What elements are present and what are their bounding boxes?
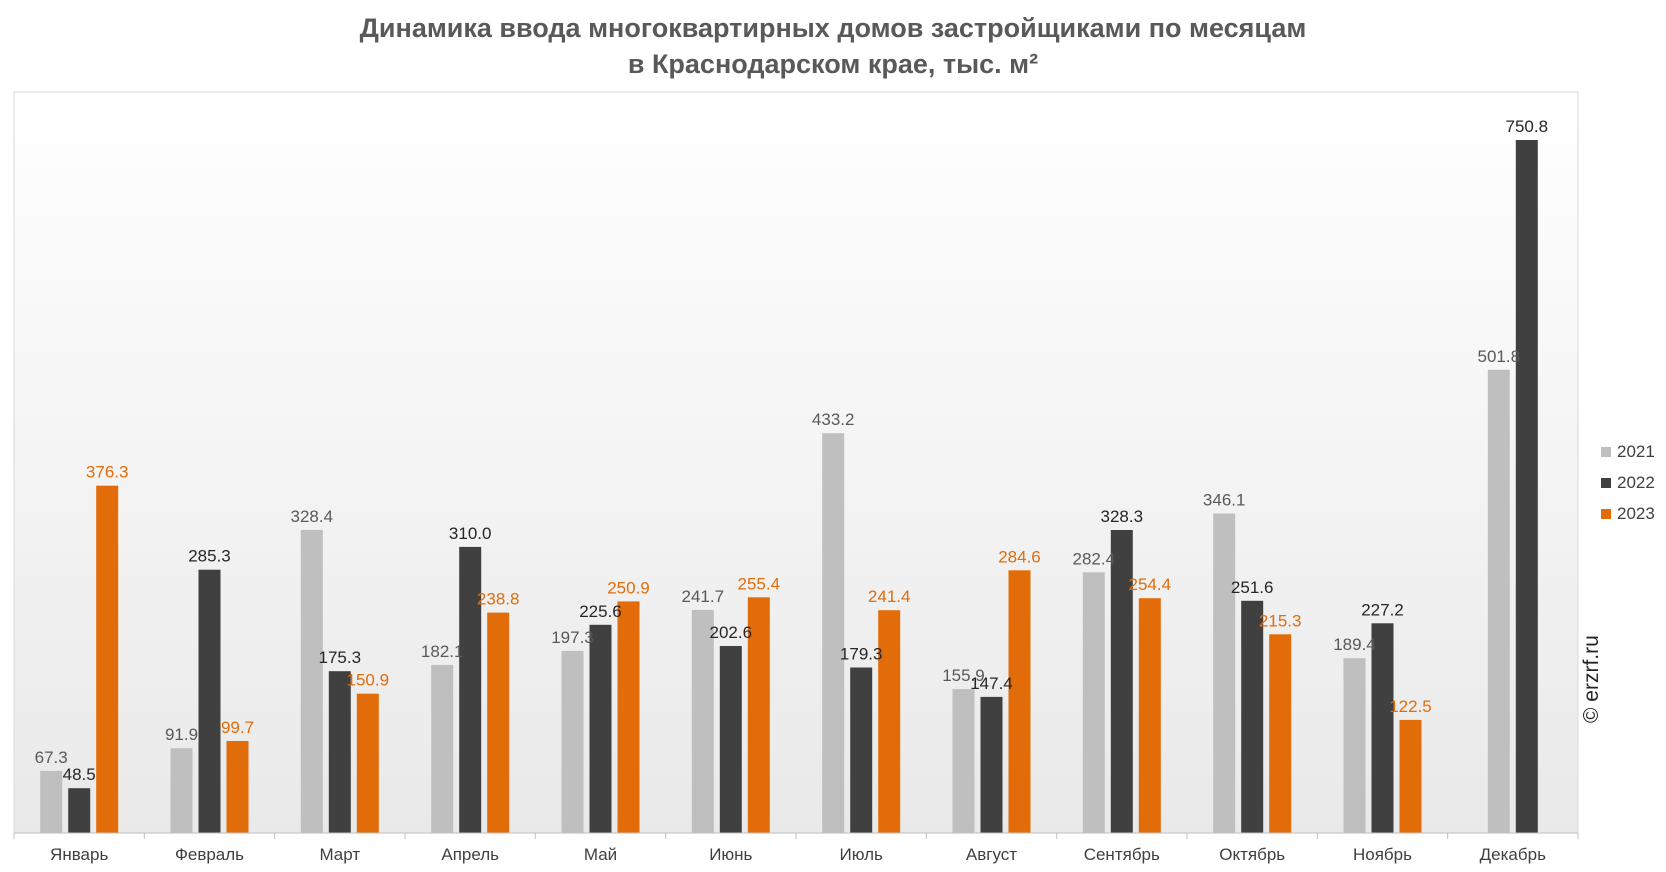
legend-label-2021: 2021 xyxy=(1617,441,1655,461)
bar-2021 xyxy=(300,529,323,833)
bar-2023 xyxy=(1269,634,1292,833)
data-label-2021: 91.9 xyxy=(165,725,198,744)
data-label-2021: 155.9 xyxy=(942,666,985,685)
chart-title: Динамика ввода многоквартирных домов зас… xyxy=(0,10,1666,82)
bar-2021 xyxy=(1343,658,1366,833)
x-tick-label: Декабрь xyxy=(1480,845,1546,864)
bar-2023 xyxy=(878,610,901,833)
legend-item-2023: 2023 xyxy=(1601,498,1655,529)
plot-area xyxy=(13,91,1579,834)
bar-2021 xyxy=(952,689,975,833)
data-label-2021: 501.8 xyxy=(1478,347,1521,366)
legend-label-2022: 2022 xyxy=(1617,472,1655,492)
data-label-2023: 241.4 xyxy=(868,587,911,606)
legend-swatch-2023 xyxy=(1601,508,1611,519)
data-label-2023: 215.3 xyxy=(1259,611,1302,630)
data-label-2022: 225.6 xyxy=(579,602,622,621)
data-label-2021: 197.3 xyxy=(551,628,594,647)
bar-2021 xyxy=(691,609,714,833)
bar-2022 xyxy=(68,788,91,833)
data-label-2021: 328.4 xyxy=(291,507,334,526)
legend-item-2022: 2022 xyxy=(1601,467,1655,498)
x-tick-label: Май xyxy=(584,845,617,864)
bar-2021 xyxy=(1213,513,1236,833)
data-label-2022: 175.3 xyxy=(319,648,362,667)
data-label-2022: 750.8 xyxy=(1506,117,1549,136)
data-label-2022: 310.0 xyxy=(449,524,492,543)
bar-2023 xyxy=(226,741,249,833)
data-label-2023: 254.4 xyxy=(1129,575,1172,594)
data-label-2021: 182.1 xyxy=(421,642,464,661)
bar-2021 xyxy=(170,748,193,833)
data-label-2023: 99.7 xyxy=(221,718,254,737)
watermark: © erzrf.ru xyxy=(1580,635,1603,723)
data-label-2023: 250.9 xyxy=(607,578,650,597)
data-label-2021: 346.1 xyxy=(1203,491,1246,510)
chart-title-line-2: в Краснодарском крае, тыс. м² xyxy=(627,49,1039,79)
bar-2023 xyxy=(1399,719,1422,833)
bar-2023 xyxy=(1138,598,1161,833)
data-label-2023: 238.8 xyxy=(477,590,520,609)
x-tick-label: Июль xyxy=(840,845,884,864)
data-label-2023: 255.4 xyxy=(738,574,781,593)
bar-2023 xyxy=(487,612,510,833)
bar-2022 xyxy=(980,696,1003,833)
bar-2023 xyxy=(356,693,379,833)
bar-2022 xyxy=(589,624,612,833)
bar-2022 xyxy=(1515,140,1538,833)
x-tick-label: Август xyxy=(966,845,1017,864)
x-tick-label: Апрель xyxy=(441,845,499,864)
bar-2023 xyxy=(1008,570,1031,833)
x-tick-label: Март xyxy=(319,845,360,864)
data-label-2023: 122.5 xyxy=(1389,697,1432,716)
bar-2022 xyxy=(1241,600,1264,833)
bar-2021 xyxy=(1487,369,1510,833)
data-label-2023: 284.6 xyxy=(998,547,1041,566)
x-tick-label: Октябрь xyxy=(1219,845,1285,864)
bar-2022 xyxy=(850,667,873,833)
legend-item-2021: 2021 xyxy=(1601,436,1655,467)
data-label-2023: 376.3 xyxy=(86,463,129,482)
bar-2023 xyxy=(96,485,119,833)
x-tick-label: Июнь xyxy=(709,845,752,864)
bar-2022 xyxy=(328,671,351,833)
data-label-2021: 189.4 xyxy=(1333,635,1376,654)
legend-swatch-2022 xyxy=(1601,477,1611,488)
bar-2021 xyxy=(561,650,584,833)
data-label-2022: 179.3 xyxy=(840,645,883,664)
legend-label-2023: 2023 xyxy=(1617,503,1655,523)
bar-2021 xyxy=(40,770,63,833)
data-label-2021: 241.7 xyxy=(682,587,725,606)
data-label-2022: 48.5 xyxy=(63,765,96,784)
data-label-2022: 328.3 xyxy=(1101,507,1144,526)
data-label-2021: 433.2 xyxy=(812,410,855,429)
data-label-2023: 150.9 xyxy=(347,671,390,690)
legend: 2021 2022 2023 xyxy=(1601,436,1655,529)
x-tick-label: Ноябрь xyxy=(1353,845,1412,864)
x-tick-label: Февраль xyxy=(175,845,244,864)
bar-2022 xyxy=(198,569,221,833)
data-label-2022: 202.6 xyxy=(710,623,753,642)
x-tick-label: Январь xyxy=(50,845,108,864)
bar-2022 xyxy=(459,546,482,833)
data-label-2022: 251.6 xyxy=(1231,578,1274,597)
x-tick-label: Сентябрь xyxy=(1084,845,1160,864)
bar-2023 xyxy=(617,601,640,833)
data-label-2021: 282.4 xyxy=(1073,549,1116,568)
data-label-2022: 285.3 xyxy=(188,547,231,566)
bar-2021 xyxy=(431,664,454,833)
data-label-2022: 147.4 xyxy=(970,674,1013,693)
chart-title-line-1: Динамика ввода многоквартирных домов зас… xyxy=(359,13,1307,43)
bar-2022 xyxy=(719,646,742,833)
bar-2021 xyxy=(1082,572,1105,833)
data-label-2021: 67.3 xyxy=(35,748,68,767)
bar-2021 xyxy=(822,433,845,833)
bar-2022 xyxy=(1110,530,1133,833)
bar-2023 xyxy=(747,597,770,833)
legend-swatch-2021 xyxy=(1601,446,1611,457)
bar-2022 xyxy=(1371,623,1394,833)
data-label-2022: 227.2 xyxy=(1361,600,1404,619)
